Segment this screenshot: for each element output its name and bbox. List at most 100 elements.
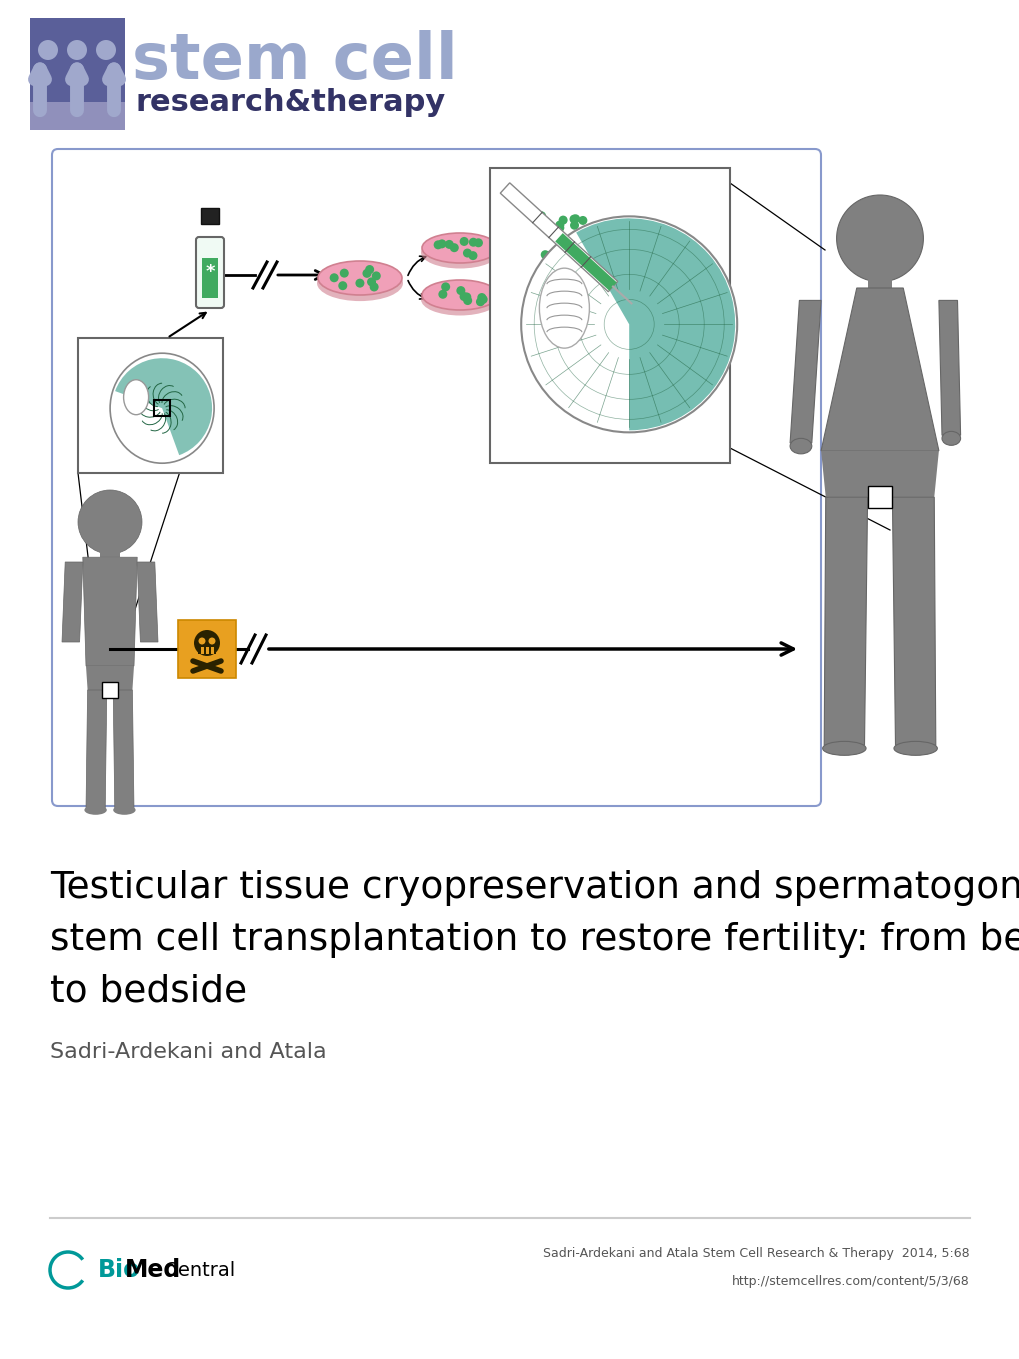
- Ellipse shape: [317, 265, 403, 302]
- Circle shape: [521, 216, 737, 432]
- Circle shape: [463, 296, 472, 304]
- Circle shape: [565, 298, 574, 307]
- Circle shape: [438, 289, 447, 299]
- Bar: [30, 102, 125, 130]
- Text: http://stemcellres.com/content/5/3/68: http://stemcellres.com/content/5/3/68: [732, 1276, 969, 1288]
- Ellipse shape: [113, 805, 136, 815]
- Bar: [154, 400, 170, 416]
- Ellipse shape: [539, 268, 589, 348]
- Circle shape: [571, 215, 580, 223]
- Polygon shape: [86, 666, 133, 690]
- Circle shape: [455, 287, 465, 295]
- Bar: [867, 487, 892, 508]
- Bar: [102, 682, 118, 699]
- Ellipse shape: [527, 317, 596, 344]
- Circle shape: [554, 223, 564, 232]
- Circle shape: [449, 243, 459, 253]
- Circle shape: [369, 283, 378, 291]
- Text: *: *: [205, 264, 215, 281]
- Text: Sadri-Ardekani and Atala Stem Cell Research & Therapy  2014, 5:68: Sadri-Ardekani and Atala Stem Cell Resea…: [543, 1248, 969, 1261]
- Ellipse shape: [526, 319, 597, 349]
- Circle shape: [564, 258, 573, 268]
- Polygon shape: [937, 300, 960, 435]
- Circle shape: [543, 251, 552, 260]
- Circle shape: [371, 272, 380, 280]
- Text: research&therapy: research&therapy: [136, 88, 446, 117]
- Circle shape: [362, 269, 371, 277]
- Circle shape: [365, 265, 374, 275]
- Circle shape: [367, 277, 376, 287]
- Bar: [867, 273, 892, 288]
- Bar: [201, 647, 204, 654]
- Text: Med: Med: [125, 1258, 181, 1282]
- Circle shape: [355, 279, 364, 288]
- Circle shape: [570, 287, 579, 295]
- Ellipse shape: [526, 251, 597, 281]
- Circle shape: [836, 194, 922, 281]
- Polygon shape: [820, 288, 937, 451]
- Circle shape: [67, 39, 87, 60]
- FancyBboxPatch shape: [52, 149, 820, 806]
- Circle shape: [441, 283, 449, 291]
- Polygon shape: [138, 563, 158, 641]
- Ellipse shape: [422, 232, 497, 264]
- Circle shape: [552, 292, 561, 300]
- Ellipse shape: [318, 261, 401, 295]
- Ellipse shape: [123, 379, 149, 414]
- Circle shape: [574, 326, 582, 334]
- Circle shape: [338, 281, 346, 291]
- Circle shape: [77, 491, 142, 554]
- Circle shape: [463, 249, 472, 258]
- Polygon shape: [820, 451, 937, 497]
- Text: stem cell: stem cell: [131, 30, 458, 92]
- Circle shape: [566, 253, 575, 262]
- Text: Sadri-Ardekani and Atala: Sadri-Ardekani and Atala: [50, 1042, 326, 1061]
- Circle shape: [339, 269, 348, 277]
- Ellipse shape: [421, 284, 498, 315]
- Circle shape: [577, 333, 586, 342]
- Circle shape: [444, 241, 453, 249]
- Bar: [178, 620, 235, 678]
- Circle shape: [477, 294, 486, 302]
- Circle shape: [553, 292, 562, 302]
- Polygon shape: [86, 690, 107, 810]
- Circle shape: [562, 284, 571, 294]
- Circle shape: [570, 220, 579, 230]
- Circle shape: [548, 328, 557, 337]
- Circle shape: [553, 224, 561, 234]
- Circle shape: [565, 332, 574, 341]
- Circle shape: [329, 273, 338, 283]
- Ellipse shape: [526, 284, 597, 314]
- Circle shape: [478, 295, 487, 304]
- Circle shape: [460, 292, 468, 302]
- Circle shape: [574, 326, 583, 336]
- Circle shape: [38, 39, 58, 60]
- Circle shape: [199, 637, 205, 644]
- Circle shape: [549, 295, 558, 303]
- Ellipse shape: [110, 353, 214, 463]
- Circle shape: [578, 216, 587, 226]
- Ellipse shape: [422, 280, 497, 310]
- Polygon shape: [892, 497, 934, 745]
- Circle shape: [541, 326, 550, 334]
- FancyBboxPatch shape: [196, 236, 224, 308]
- Text: stem cell transplantation to restore fertility: from bench: stem cell transplantation to restore fer…: [50, 921, 1019, 958]
- Bar: [489, 169, 730, 463]
- Ellipse shape: [85, 805, 107, 815]
- Circle shape: [543, 287, 552, 295]
- Circle shape: [536, 211, 545, 220]
- Ellipse shape: [421, 236, 498, 269]
- Text: to bedside: to bedside: [50, 974, 247, 1010]
- Polygon shape: [823, 497, 867, 745]
- Text: Central: Central: [158, 1261, 235, 1280]
- Ellipse shape: [893, 742, 936, 756]
- Circle shape: [539, 261, 548, 269]
- Polygon shape: [62, 563, 83, 641]
- Ellipse shape: [790, 439, 811, 454]
- Circle shape: [460, 236, 468, 246]
- Polygon shape: [790, 300, 820, 443]
- Bar: [211, 647, 214, 654]
- Ellipse shape: [527, 208, 596, 236]
- Text: Bio: Bio: [98, 1258, 141, 1282]
- Circle shape: [546, 265, 555, 273]
